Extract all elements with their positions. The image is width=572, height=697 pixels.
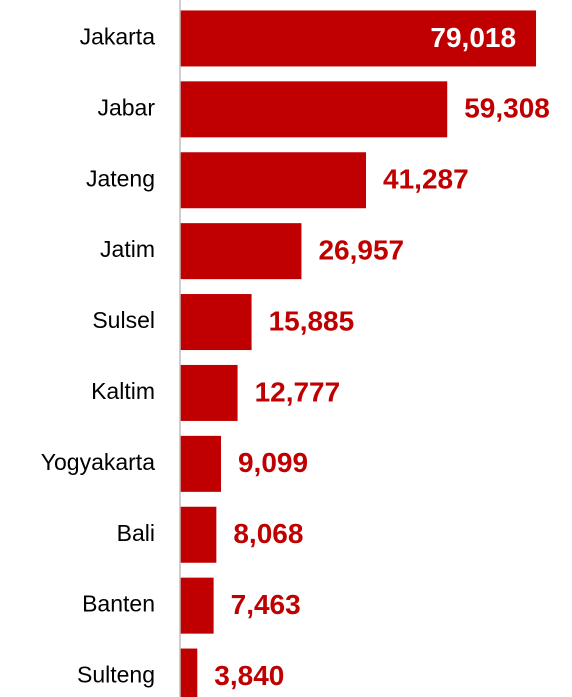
y-tick-label: Jatim <box>100 236 155 262</box>
value-label: 9,099 <box>238 447 308 478</box>
y-tick-label: Bali <box>117 520 155 546</box>
value-label: 59,308 <box>464 93 550 124</box>
bar <box>180 152 367 209</box>
y-tick-label: Jateng <box>86 165 155 191</box>
y-tick-label: Banten <box>82 591 155 617</box>
bar <box>180 223 302 280</box>
bar <box>180 506 217 563</box>
value-label: 12,777 <box>255 376 341 407</box>
bar <box>180 10 537 67</box>
y-tick-label: Yogyakarta <box>41 449 155 475</box>
y-tick-label: Sulteng <box>77 662 155 688</box>
y-tick-label: Kaltim <box>91 378 155 404</box>
value-label: 26,957 <box>318 235 404 266</box>
y-tick-label: Jabar <box>97 94 155 120</box>
y-tick-label: Sulsel <box>92 307 155 333</box>
value-label: 3,840 <box>214 660 284 691</box>
bar <box>180 294 252 351</box>
value-label: 41,287 <box>383 164 469 195</box>
value-label: 15,885 <box>269 305 355 336</box>
bar <box>180 648 198 697</box>
value-label: 7,463 <box>231 589 301 620</box>
value-label: 8,068 <box>233 518 303 549</box>
bar <box>180 577 214 634</box>
bar <box>180 435 221 492</box>
bar <box>180 364 238 421</box>
value-label: 79,018 <box>430 22 516 53</box>
y-tick-label: Jakarta <box>80 24 156 50</box>
bar <box>180 81 448 138</box>
